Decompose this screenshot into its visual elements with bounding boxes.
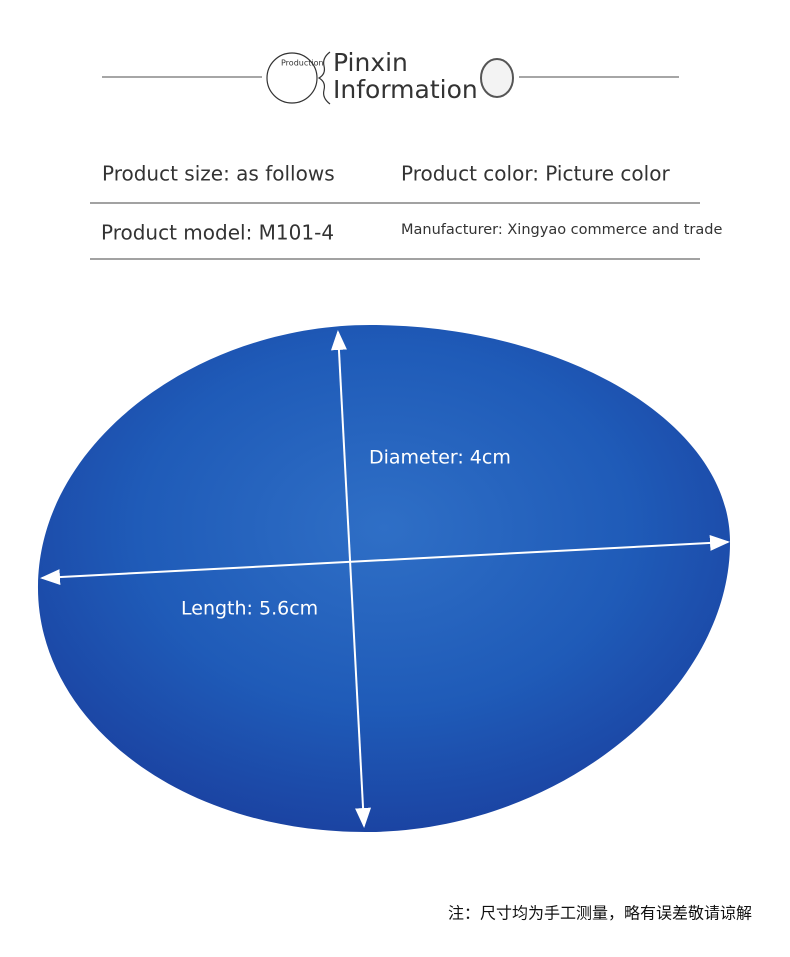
table-cell: Product color: Picture color: [401, 162, 670, 186]
header-title: Pinxin: [333, 48, 408, 77]
header-small-label: Production: [281, 59, 324, 68]
length-arrow: [40, 534, 730, 586]
table-cell: Product model: M101-4: [101, 221, 334, 245]
egg-shaker: [37, 325, 731, 833]
table-cell: Manufacturer: Xingyao commerce and trade: [401, 222, 722, 238]
table-cell: Product size: as follows: [102, 162, 335, 186]
header-ring: [480, 58, 514, 98]
brace: [317, 51, 331, 105]
length-label: Length: 5.6cm: [181, 598, 318, 620]
diameter-arrow: [330, 330, 372, 828]
footnote: 注：尺寸均为手工测量，略有误差敬请谅解: [448, 904, 752, 923]
diameter-label: Diameter: 4cm: [369, 447, 511, 469]
header-circle: [266, 52, 318, 104]
header-title: Information: [333, 75, 478, 104]
